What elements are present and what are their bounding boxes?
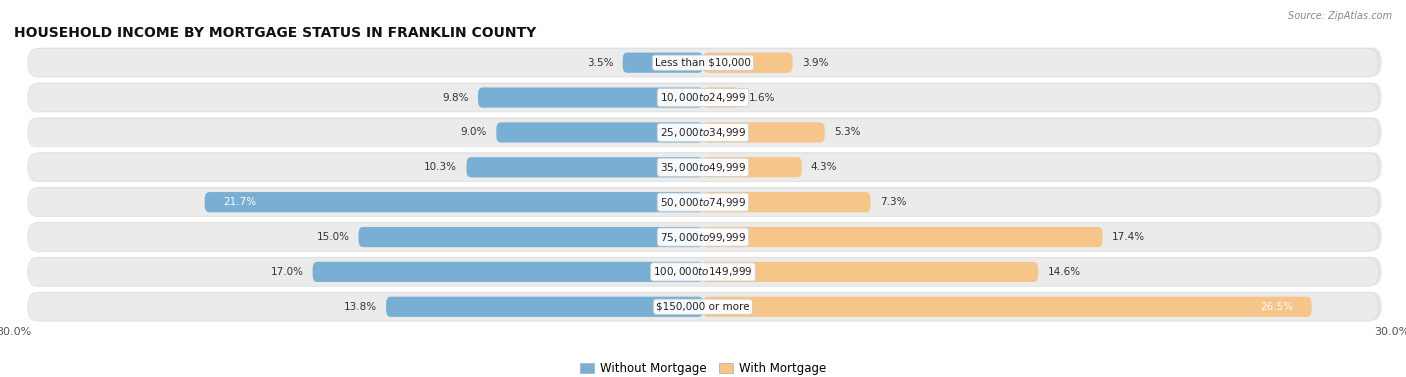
Text: $50,000 to $74,999: $50,000 to $74,999 xyxy=(659,196,747,208)
FancyBboxPatch shape xyxy=(478,87,703,108)
Text: 1.6%: 1.6% xyxy=(749,92,776,103)
FancyBboxPatch shape xyxy=(703,87,740,108)
FancyBboxPatch shape xyxy=(28,83,1378,112)
FancyBboxPatch shape xyxy=(31,48,1382,76)
Legend: Without Mortgage, With Mortgage: Without Mortgage, With Mortgage xyxy=(575,357,831,377)
Text: 13.8%: 13.8% xyxy=(344,302,377,312)
Text: 21.7%: 21.7% xyxy=(224,197,256,207)
FancyBboxPatch shape xyxy=(31,187,1382,216)
Text: 17.4%: 17.4% xyxy=(1112,232,1144,242)
Text: 15.0%: 15.0% xyxy=(316,232,349,242)
FancyBboxPatch shape xyxy=(205,192,703,212)
Text: 9.8%: 9.8% xyxy=(443,92,468,103)
FancyBboxPatch shape xyxy=(28,48,1378,77)
FancyBboxPatch shape xyxy=(623,52,703,73)
Text: 4.3%: 4.3% xyxy=(811,162,838,172)
FancyBboxPatch shape xyxy=(28,153,1378,182)
FancyBboxPatch shape xyxy=(359,227,703,247)
FancyBboxPatch shape xyxy=(703,157,801,178)
FancyBboxPatch shape xyxy=(31,257,1382,285)
Text: 3.5%: 3.5% xyxy=(586,58,613,68)
FancyBboxPatch shape xyxy=(703,297,1312,317)
FancyBboxPatch shape xyxy=(496,122,703,143)
Text: 5.3%: 5.3% xyxy=(834,127,860,138)
Text: $10,000 to $24,999: $10,000 to $24,999 xyxy=(659,91,747,104)
FancyBboxPatch shape xyxy=(703,122,825,143)
FancyBboxPatch shape xyxy=(31,117,1382,146)
FancyBboxPatch shape xyxy=(31,222,1382,251)
Text: 9.0%: 9.0% xyxy=(461,127,486,138)
Text: 17.0%: 17.0% xyxy=(270,267,304,277)
Text: 7.3%: 7.3% xyxy=(880,197,907,207)
FancyBboxPatch shape xyxy=(31,83,1382,111)
FancyBboxPatch shape xyxy=(28,118,1378,147)
Text: 10.3%: 10.3% xyxy=(425,162,457,172)
FancyBboxPatch shape xyxy=(31,292,1382,320)
Text: Less than $10,000: Less than $10,000 xyxy=(655,58,751,68)
Text: $25,000 to $34,999: $25,000 to $34,999 xyxy=(659,126,747,139)
Text: 14.6%: 14.6% xyxy=(1047,267,1081,277)
Text: $75,000 to $99,999: $75,000 to $99,999 xyxy=(659,231,747,244)
FancyBboxPatch shape xyxy=(703,52,793,73)
FancyBboxPatch shape xyxy=(703,227,1102,247)
FancyBboxPatch shape xyxy=(703,192,870,212)
Text: Source: ZipAtlas.com: Source: ZipAtlas.com xyxy=(1288,11,1392,21)
FancyBboxPatch shape xyxy=(28,188,1378,216)
Text: 3.9%: 3.9% xyxy=(801,58,828,68)
Text: 26.5%: 26.5% xyxy=(1260,302,1294,312)
FancyBboxPatch shape xyxy=(31,152,1382,181)
FancyBboxPatch shape xyxy=(28,257,1378,286)
FancyBboxPatch shape xyxy=(28,223,1378,251)
FancyBboxPatch shape xyxy=(387,297,703,317)
Text: $100,000 to $149,999: $100,000 to $149,999 xyxy=(654,265,752,278)
FancyBboxPatch shape xyxy=(467,157,703,178)
FancyBboxPatch shape xyxy=(703,262,1038,282)
Text: $150,000 or more: $150,000 or more xyxy=(657,302,749,312)
Text: HOUSEHOLD INCOME BY MORTGAGE STATUS IN FRANKLIN COUNTY: HOUSEHOLD INCOME BY MORTGAGE STATUS IN F… xyxy=(14,26,536,40)
Text: $35,000 to $49,999: $35,000 to $49,999 xyxy=(659,161,747,174)
FancyBboxPatch shape xyxy=(28,293,1378,321)
FancyBboxPatch shape xyxy=(312,262,703,282)
